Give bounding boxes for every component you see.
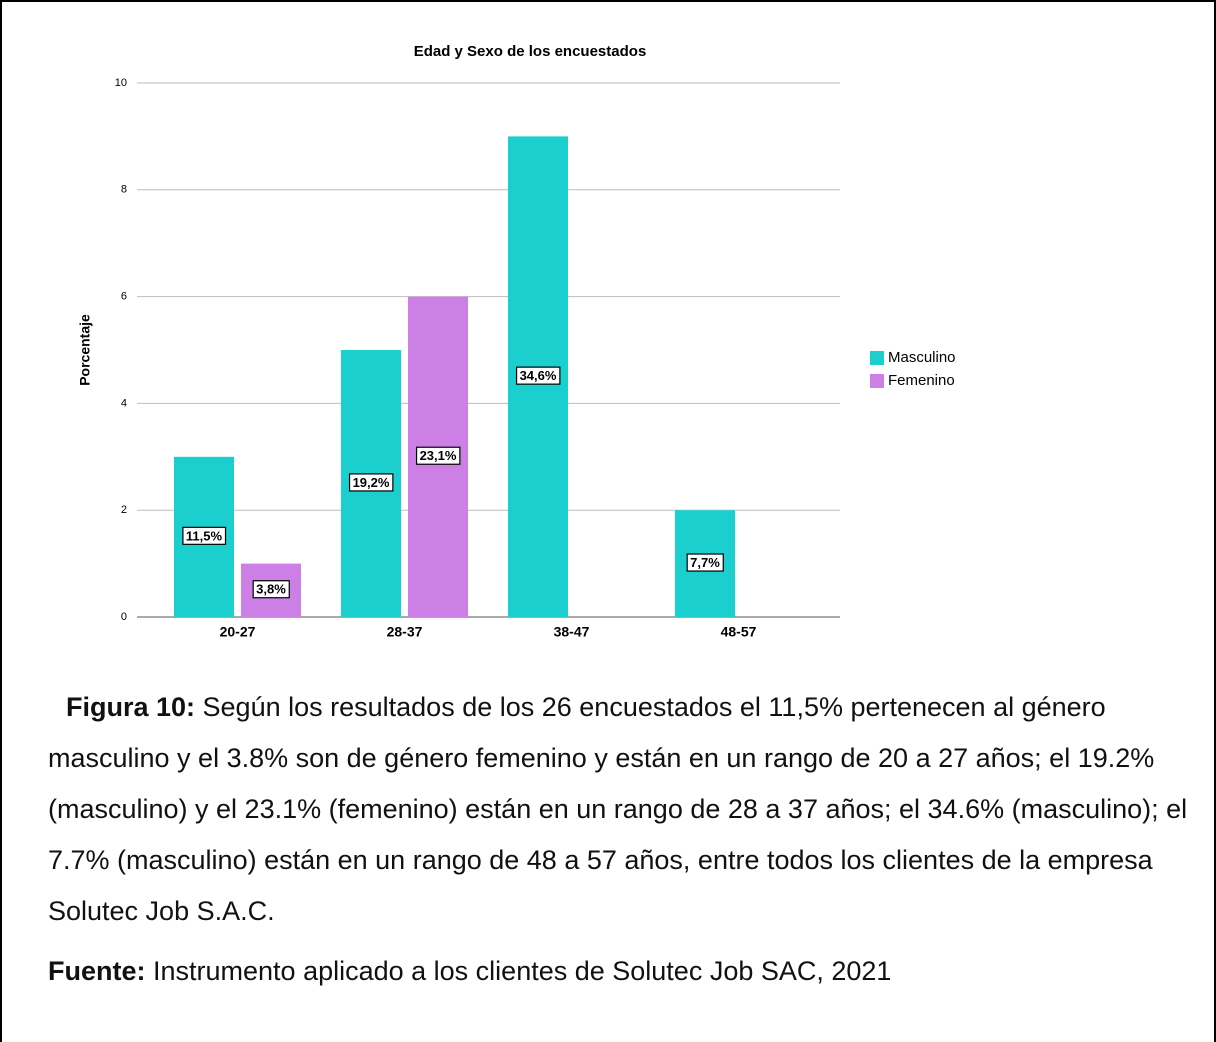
y-tick-label: 6 [121, 291, 127, 303]
x-tick-label: 28-37 [387, 624, 423, 640]
x-tick-label: 48-57 [721, 624, 757, 640]
data-label: 3,8% [256, 582, 286, 597]
chart: Edad y Sexo de los encuestados Porcentaj… [77, 43, 956, 640]
data-label-box [252, 580, 290, 599]
data-label: 11,5% [186, 528, 223, 543]
y-tick-label: 10 [115, 77, 127, 89]
chart-title: Edad y Sexo de los encuestados [414, 43, 647, 60]
source-label: Fuente: [48, 956, 146, 986]
y-tick-label: 0 [121, 611, 127, 623]
source: Fuente: Instrumento aplicado a los clien… [48, 946, 1188, 997]
data-label-box [182, 526, 227, 545]
data-label: 7,7% [690, 555, 720, 570]
data-label-box [515, 366, 561, 385]
data-label: 34,6% [520, 368, 557, 383]
data-label-box [686, 553, 724, 572]
caption-label: Figura 10: [66, 692, 196, 722]
data-label: 19,2% [353, 475, 390, 490]
y-tick-label: 8 [121, 184, 127, 196]
legend-swatch [870, 374, 884, 388]
caption: Figura 10: Según los resultados de los 2… [48, 682, 1188, 937]
y-tick-label: 2 [121, 504, 127, 516]
y-axis-label: Porcentaje [77, 314, 93, 386]
data-label-box [415, 446, 461, 465]
x-tick-label: 20-27 [220, 624, 256, 640]
legend-label: Femenino [888, 372, 955, 389]
caption-text: Según los resultados de los 26 encuestad… [48, 692, 1188, 926]
legend-swatch [870, 351, 884, 365]
data-label: 23,1% [420, 448, 457, 463]
x-tick-label: 38-47 [554, 624, 590, 640]
data-label-box [348, 473, 394, 492]
legend-label: Masculino [888, 349, 956, 366]
y-tick-label: 4 [121, 397, 127, 409]
source-text: Instrumento aplicado a los clientes de S… [145, 956, 892, 986]
